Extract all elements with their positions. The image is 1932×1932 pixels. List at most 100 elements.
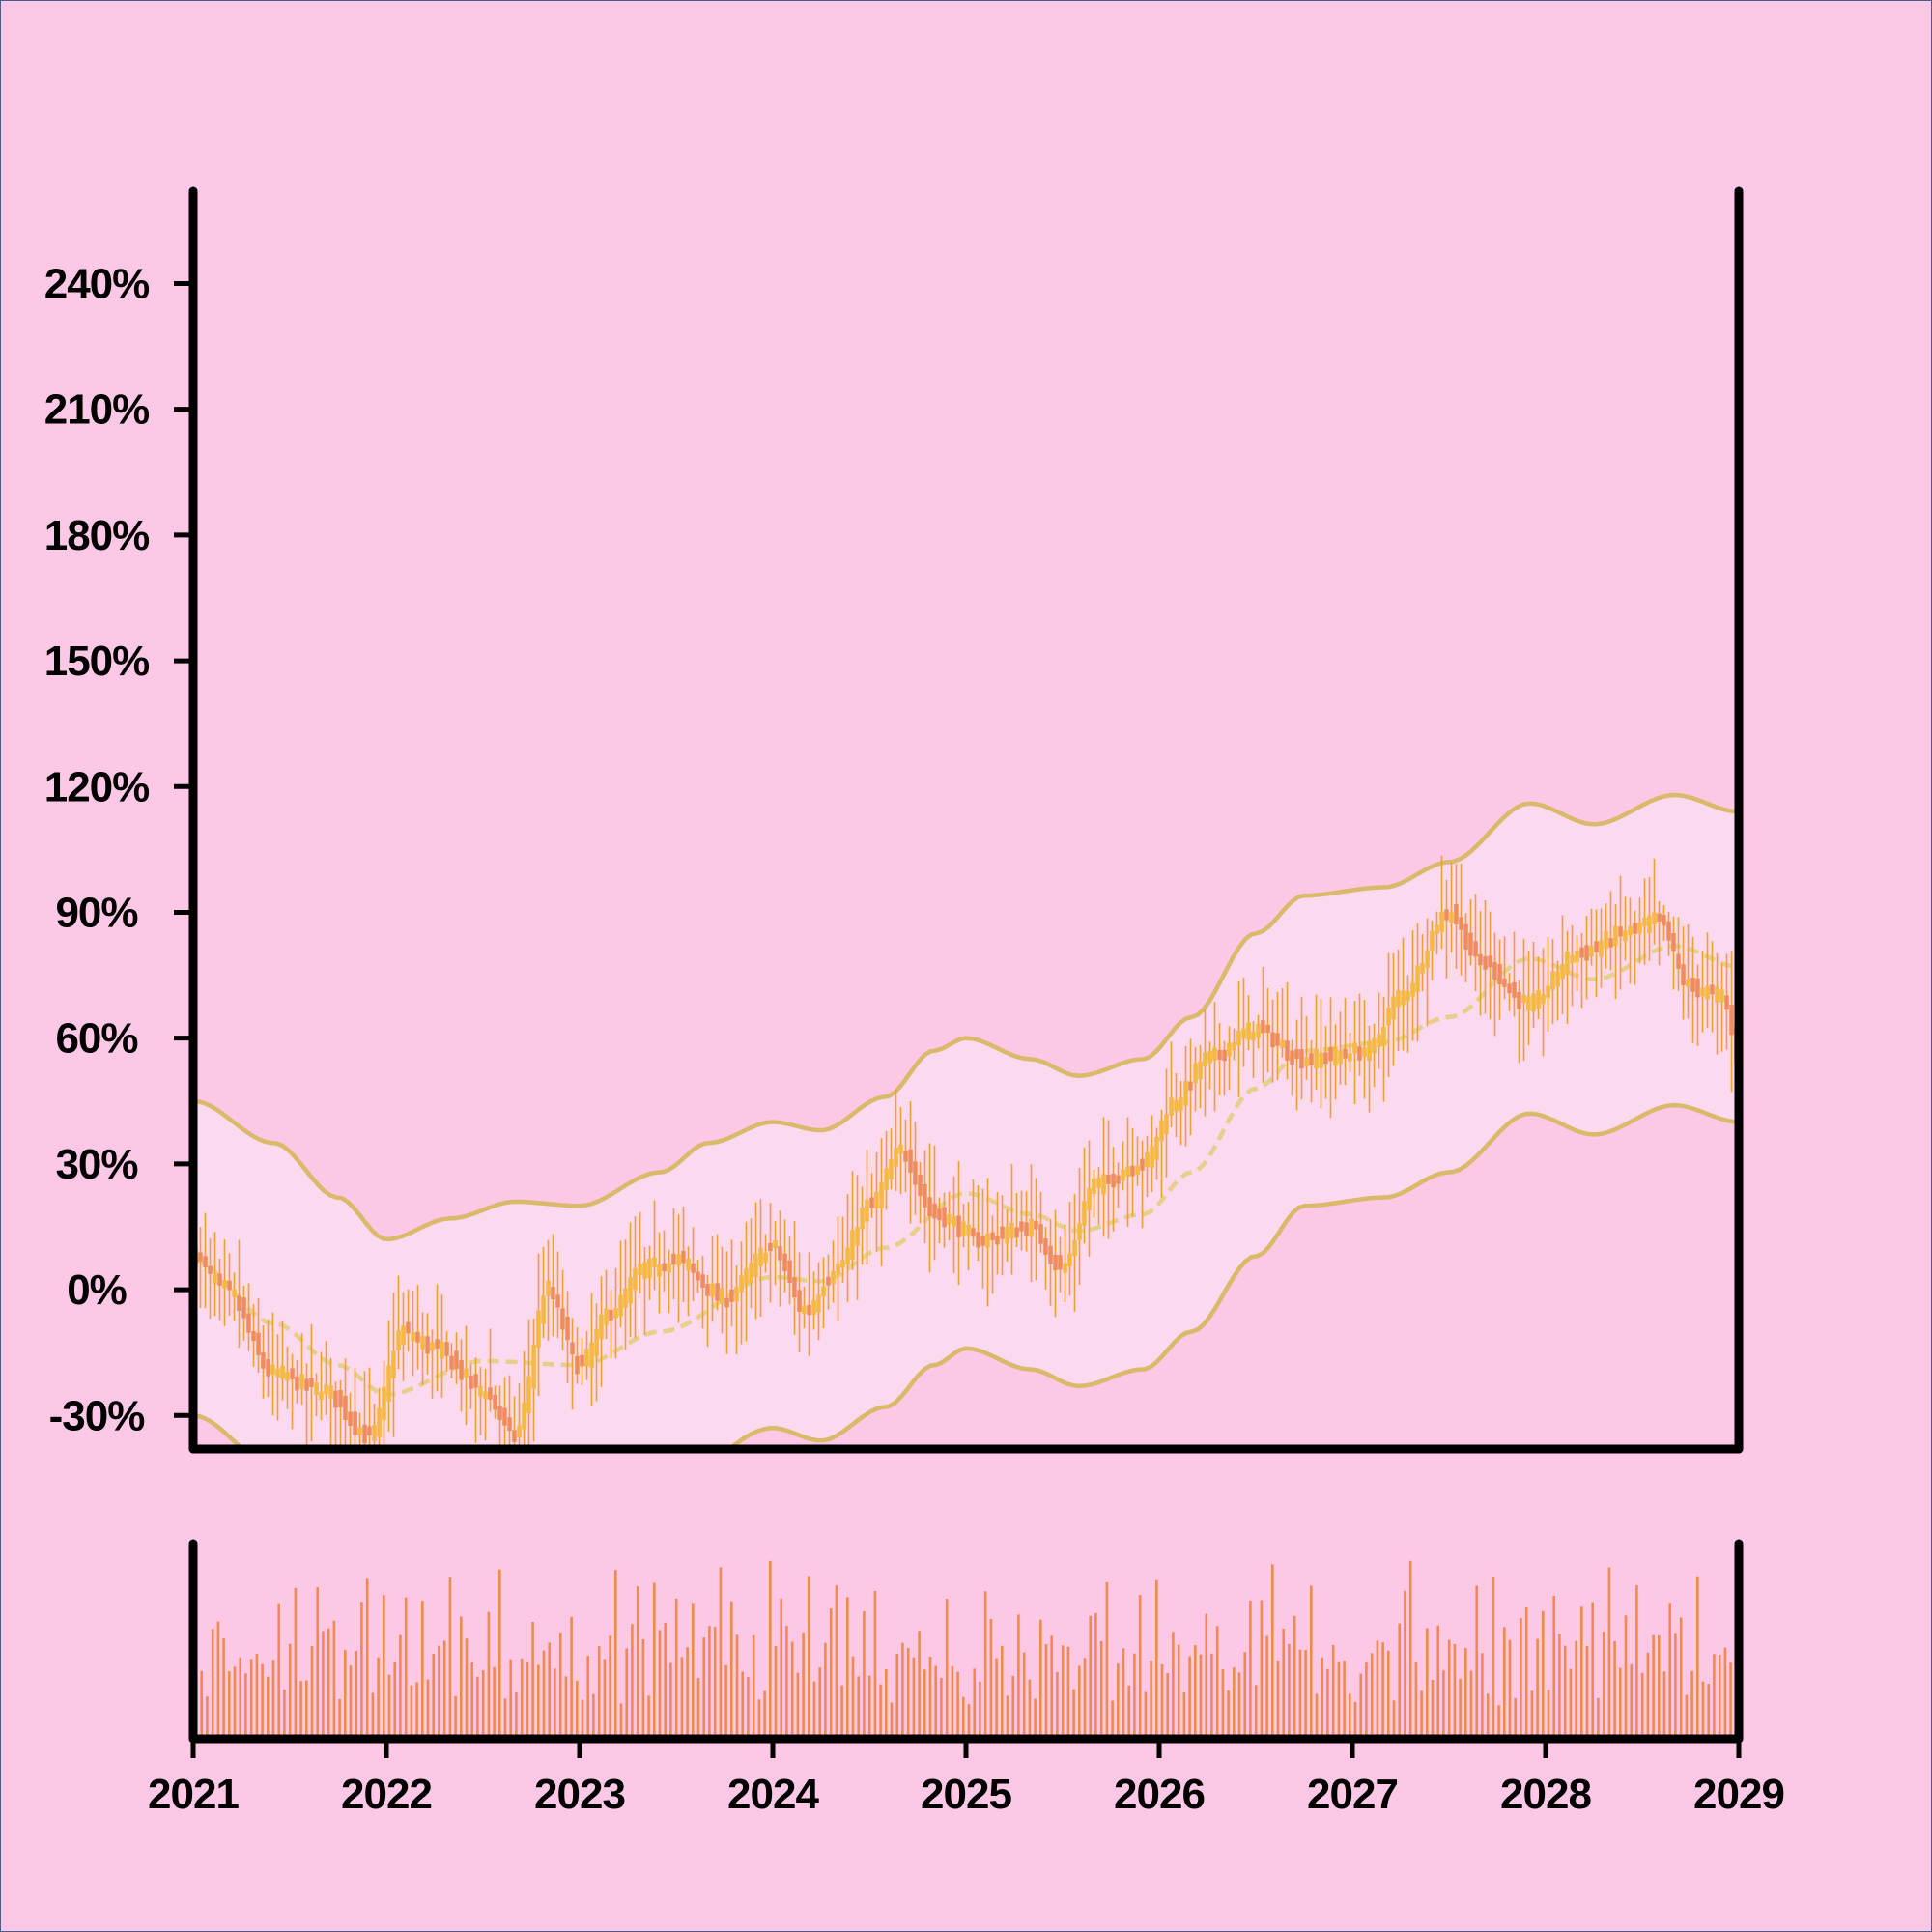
volume-bar [294,1587,298,1739]
candle-body [758,1247,763,1266]
candle-body [396,1330,401,1350]
candle-body [1715,986,1719,1003]
candle-body [357,1427,362,1435]
candle-body [1130,1165,1135,1177]
candle-body [522,1402,526,1430]
candle-body [406,1321,411,1334]
candle-body [932,1203,937,1219]
candle-body [1550,971,1555,990]
volume-bar [1619,1667,1622,1739]
volume-bar [1039,1619,1042,1739]
volume-bar [735,1634,739,1739]
candle-body [319,1391,324,1400]
candle-body [343,1395,348,1420]
candle-body [865,1199,869,1222]
candle-body [715,1283,720,1301]
candle-body [1483,956,1488,970]
candle-body [237,1295,242,1311]
volume-bar [239,1657,242,1739]
candle-body [720,1288,724,1304]
volume-bar [1343,1661,1346,1739]
volume-bar [1066,1646,1070,1739]
volume-bar [923,1669,926,1739]
candle-body [782,1253,787,1272]
candle-body [700,1274,705,1288]
candle-body [1473,941,1478,957]
candle-body [667,1263,671,1273]
candle-body [198,1252,203,1262]
volume-bar [1508,1639,1512,1739]
candle-body [1560,964,1565,979]
volume-bar [1233,1667,1236,1739]
candle-body [1502,978,1507,987]
volume-bar [818,1667,821,1739]
volume-bar [531,1622,534,1739]
volume-bar [1150,1660,1152,1739]
candle-body [840,1260,845,1268]
volume-bar [934,1665,937,1739]
candle-body [913,1161,918,1185]
volume-bar [515,1692,518,1739]
volume-bar [222,1638,225,1739]
volume-bar [1265,1635,1268,1739]
candle-body [898,1144,903,1154]
volume-bar [967,1704,971,1739]
volume-bar [769,1560,772,1739]
candle-body [1314,1049,1319,1069]
x-tick-label: 2027 [1307,1771,1398,1818]
candle-body [985,1233,990,1248]
volume-bar [211,1629,214,1739]
x-tick-label: 2023 [534,1771,625,1818]
volume-bar [216,1621,220,1739]
candle-body [1652,912,1657,925]
volume-bar [708,1626,711,1739]
volume-bar [1182,1692,1186,1739]
candle-body [584,1349,589,1366]
volume-bar [1205,1613,1208,1739]
volume-bar [1001,1645,1004,1739]
candle-body [502,1407,507,1426]
candle-body [290,1368,295,1379]
candle-body [652,1257,657,1267]
candle-body [1352,1042,1357,1054]
candle-body [454,1350,459,1369]
volume-bar [1199,1654,1203,1739]
volume-bar [1056,1671,1059,1739]
candle-body [729,1289,734,1302]
volume-bar [879,1684,882,1739]
candle-body [1637,923,1642,934]
candle-body [1604,931,1608,950]
candle-body [440,1341,444,1359]
candle-body [860,1207,865,1230]
candle-body [884,1168,889,1191]
candle-body [1246,1022,1251,1040]
volume-bar [928,1657,932,1739]
candle-body [483,1391,488,1400]
volume-bar [1602,1632,1605,1739]
volume-bar [355,1651,357,1739]
volume-bar [1481,1653,1484,1739]
volume-bar [570,1616,573,1739]
candle-body [1241,1028,1246,1039]
volume-bar [277,1603,280,1739]
candle-body [1328,1047,1333,1062]
volume-bar [1099,1640,1103,1739]
volume-bar [1652,1634,1655,1739]
candle-body [1521,994,1526,1004]
candle-body [1439,911,1444,932]
candle-body [232,1289,237,1297]
candle-body [1072,1239,1077,1257]
candle-body [927,1197,932,1217]
candle-body [1256,1023,1261,1038]
candle-body [435,1339,440,1349]
volume-bar [625,1648,628,1739]
candle-body [517,1425,522,1437]
candle-body [217,1273,222,1286]
volume-bar [249,1659,253,1739]
volume-bar [1459,1678,1462,1739]
candle-body [662,1263,667,1272]
candle-body [227,1280,232,1291]
volume-bar [895,1653,898,1739]
volume-bar [653,1582,656,1739]
candle-body [242,1297,246,1319]
